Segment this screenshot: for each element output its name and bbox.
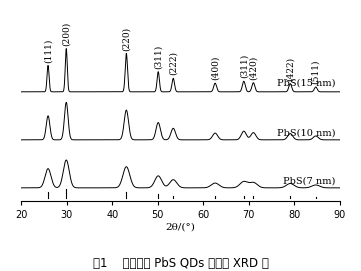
Text: (420): (420) [249, 56, 258, 80]
Text: (311): (311) [239, 54, 248, 78]
Text: PbS(15 nm): PbS(15 nm) [277, 79, 335, 88]
Text: (400): (400) [210, 56, 219, 80]
Text: (111): (111) [44, 38, 53, 63]
X-axis label: 2θ/(°): 2θ/(°) [166, 222, 195, 232]
Text: (220): (220) [122, 26, 131, 51]
Text: (311): (311) [154, 44, 163, 69]
Text: PbS(7 nm): PbS(7 nm) [283, 177, 335, 186]
Text: (511): (511) [311, 60, 320, 84]
Text: PbS(10 nm): PbS(10 nm) [277, 128, 335, 137]
Text: (200): (200) [62, 21, 71, 46]
Text: (222): (222) [169, 51, 178, 76]
Text: (422): (422) [286, 57, 295, 81]
Text: 图1    不同粒径 PbS QDs 样品的 XRD 谱: 图1 不同粒径 PbS QDs 样品的 XRD 谱 [92, 257, 269, 270]
